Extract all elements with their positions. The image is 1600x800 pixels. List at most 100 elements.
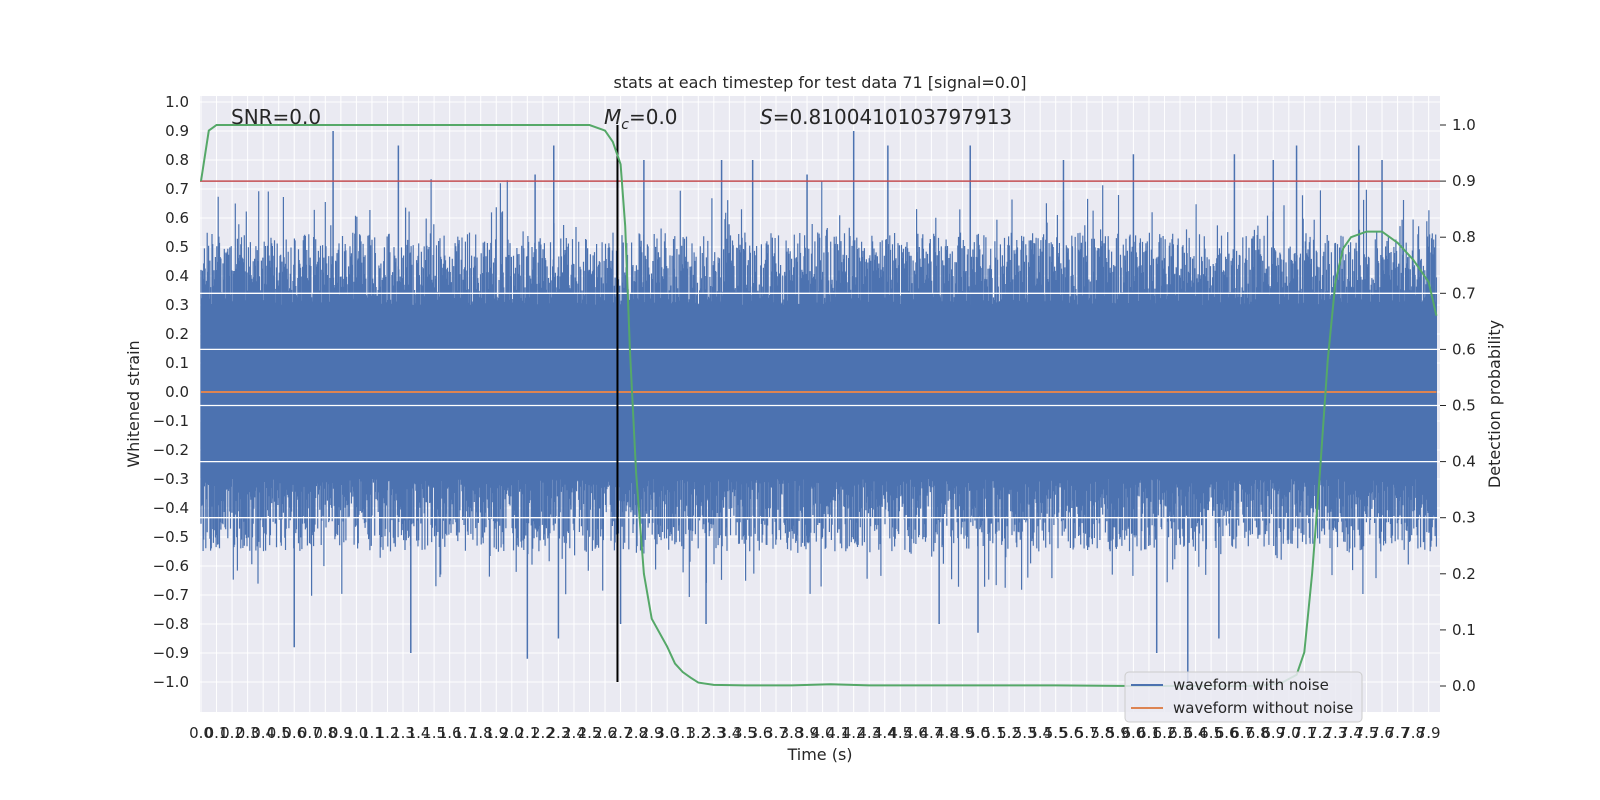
x-tick-label: 3.2 (686, 724, 710, 742)
x-tick-label: 2.9 (640, 724, 664, 742)
x-tick-label: 1.6 (438, 724, 462, 742)
x-tick-label: 2.7 (609, 724, 633, 742)
x-tick-label: 7.8 (1401, 724, 1425, 742)
mc-value: =0.0 (629, 105, 678, 129)
x-tick-label: 6.2 (1153, 724, 1177, 742)
x-tick-label: 1.3 (391, 724, 415, 742)
x-tick-label: 0.9 (329, 724, 353, 742)
left-tick-label: −0.4 (153, 499, 189, 517)
x-tick-label: 0.6 (282, 724, 306, 742)
legend-label-without-noise: waveform without noise (1173, 699, 1353, 717)
x-tick-label: 6.8 (1246, 724, 1270, 742)
x-tick-label: 7.9 (1417, 724, 1441, 742)
x-tick-label: 7.3 (1323, 724, 1347, 742)
x-tick-label: 4.9 (951, 724, 975, 742)
right-tick-label: 1.0 (1452, 116, 1476, 134)
x-tick-label: 5.2 (997, 724, 1021, 742)
x-tick-label: 4.5 (888, 724, 912, 742)
left-y-axis-title: Whitened strain (124, 340, 143, 467)
right-tick-label: 0.1 (1452, 621, 1476, 639)
x-tick-label: 3.7 (764, 724, 788, 742)
x-tick-label: 4.0 (811, 724, 835, 742)
x-tick-label: 6.0 (1121, 724, 1145, 742)
x-tick-label: 6.6 (1215, 724, 1239, 742)
left-tick-label: 0.1 (165, 354, 189, 372)
chart-title: stats at each timestep for test data 71 … (614, 73, 1027, 92)
x-axis-title: Time (s) (786, 745, 852, 764)
left-tick-label: 0.6 (165, 209, 189, 227)
x-tick-label: 7.5 (1355, 724, 1379, 742)
x-tick-label: 1.4 (407, 724, 431, 742)
mc-subscript: c (621, 117, 629, 133)
x-tick-label: 4.1 (826, 724, 850, 742)
x-tick-label: 3.8 (780, 724, 804, 742)
waveform-with-noise-series (200, 131, 1437, 682)
x-tick-label: 2.3 (546, 724, 570, 742)
x-tick-label: 3.3 (702, 724, 726, 742)
x-tick-label: 2.6 (593, 724, 617, 742)
left-tick-label: 0.2 (165, 325, 189, 343)
right-tick-label: 0.9 (1452, 172, 1476, 190)
snr-annotation: SNR=0.0 (231, 105, 321, 129)
left-tick-label: −0.1 (153, 412, 189, 430)
right-tick-label: 0.0 (1452, 677, 1476, 695)
left-tick-label: −0.6 (153, 557, 189, 575)
x-tick-label: 1.9 (484, 724, 508, 742)
s-symbol: S (760, 105, 773, 129)
right-y-axis-title: Detection probability (1485, 320, 1504, 488)
x-tick-label: 0.8 (313, 724, 337, 742)
right-tick-label: 0.8 (1452, 228, 1476, 246)
x-tick-label: 7.6 (1370, 724, 1394, 742)
x-tick-label: 4.4 (873, 724, 897, 742)
x-tick-label: 2.5 (578, 724, 602, 742)
right-y-axis: 0.0 0.1 0.2 0.3 0.4 0.5 0.6 0.7 0.8 0.9 1.0 (1440, 116, 1476, 695)
x-tick-label: 6.4 (1184, 724, 1208, 742)
left-tick-label: 0.0 (165, 383, 189, 401)
x-tick-label: 0.4 (251, 724, 275, 742)
left-tick-label: −0.8 (153, 615, 189, 633)
x-tick-label: 4.6 (904, 724, 928, 742)
x-tick-label: 4.3 (857, 724, 881, 742)
detection-probability-line (200, 124, 1438, 687)
left-y-axis: −1.0 −0.9 −0.8 −0.7 −0.6 −0.5 −0.4 −0.3 −0.2 −0.1… (153, 93, 189, 691)
x-tick-label: 5.4 (1028, 724, 1052, 742)
x-tick-label: 0.3 (236, 724, 260, 742)
x-tick-label: 6.5 (1199, 724, 1223, 742)
x-tick-label: 5.1 (982, 724, 1006, 742)
legend-label-with-noise: waveform with noise (1173, 676, 1329, 694)
s-value: =0.8100410103797913 (773, 105, 1012, 129)
left-tick-label: −0.3 (153, 470, 189, 488)
overlay-series (200, 124, 1440, 687)
x-tick-label: 2.2 (531, 724, 555, 742)
left-tick-label: −0.7 (153, 586, 189, 604)
left-tick-label: 0.9 (165, 122, 189, 140)
x-tick-label: 1.8 (469, 724, 493, 742)
right-tick-label: 0.3 (1452, 509, 1476, 527)
x-tick-label: 3.6 (749, 724, 773, 742)
x-tick-label: 2.1 (515, 724, 539, 742)
x-tick-label: 7.7 (1386, 724, 1410, 742)
x-tick-label: 7.4 (1339, 724, 1363, 742)
x-tick-label: 3.0 (655, 724, 679, 742)
x-tick-label: 6.7 (1230, 724, 1254, 742)
x-tick-label: 5.9 (1106, 724, 1130, 742)
x-tick-label: 5.6 (1059, 724, 1083, 742)
legend: waveform with noise waveform without noi… (1124, 671, 1363, 723)
x-tick-label: 3.5 (733, 724, 757, 742)
x-tick-label: 7.2 (1308, 724, 1332, 742)
left-tick-label: 0.7 (165, 180, 189, 198)
mc-symbol: M (604, 105, 621, 129)
left-tick-label: −0.9 (153, 644, 189, 662)
x-tick-label: 3.1 (671, 724, 695, 742)
x-tick-label: 6.3 (1168, 724, 1192, 742)
x-tick-label: 2.8 (624, 724, 648, 742)
mc-annotation: Mc=0.0 (604, 105, 678, 133)
right-tick-label: 0.4 (1452, 453, 1476, 471)
s-annotation: S=0.8100410103797913 (760, 105, 1012, 129)
x-tick-label: 1.1 (360, 724, 384, 742)
left-tick-label: −0.5 (153, 528, 189, 546)
left-tick-label: 0.4 (165, 267, 189, 285)
x-tick-label: 0.7 (298, 724, 322, 742)
x-tick-label: 6.1 (1137, 724, 1161, 742)
